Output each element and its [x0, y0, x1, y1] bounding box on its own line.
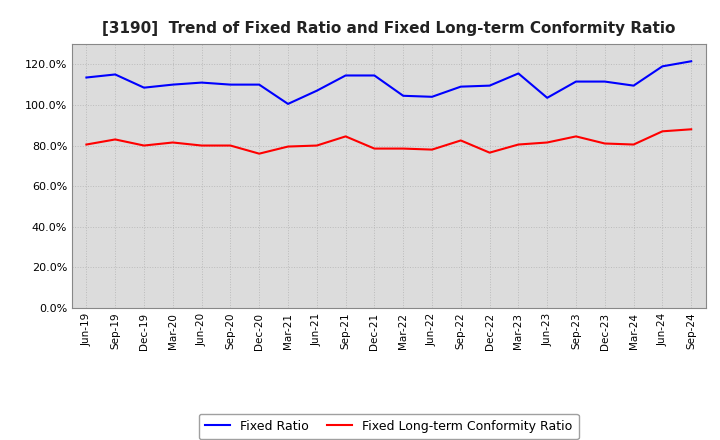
- Fixed Ratio: [543, 95, 552, 100]
- Fixed Long-term Conformity Ratio: [312, 143, 321, 148]
- Fixed Long-term Conformity Ratio: [370, 146, 379, 151]
- Fixed Long-term Conformity Ratio: [399, 146, 408, 151]
- Fixed Ratio: [312, 88, 321, 93]
- Fixed Ratio: [226, 82, 235, 87]
- Fixed Ratio: [485, 83, 494, 88]
- Fixed Ratio: [572, 79, 580, 84]
- Fixed Long-term Conformity Ratio: [428, 147, 436, 152]
- Fixed Long-term Conformity Ratio: [226, 143, 235, 148]
- Fixed Long-term Conformity Ratio: [284, 144, 292, 149]
- Fixed Ratio: [197, 80, 206, 85]
- Fixed Ratio: [82, 75, 91, 80]
- Fixed Ratio: [456, 84, 465, 89]
- Fixed Long-term Conformity Ratio: [514, 142, 523, 147]
- Fixed Long-term Conformity Ratio: [341, 134, 350, 139]
- Fixed Ratio: [687, 59, 696, 64]
- Legend: Fixed Ratio, Fixed Long-term Conformity Ratio: Fixed Ratio, Fixed Long-term Conformity …: [199, 414, 579, 439]
- Fixed Long-term Conformity Ratio: [687, 127, 696, 132]
- Fixed Ratio: [168, 82, 177, 87]
- Fixed Ratio: [140, 85, 148, 90]
- Fixed Long-term Conformity Ratio: [197, 143, 206, 148]
- Line: Fixed Ratio: Fixed Ratio: [86, 61, 691, 104]
- Fixed Ratio: [629, 83, 638, 88]
- Fixed Ratio: [600, 79, 609, 84]
- Fixed Long-term Conformity Ratio: [600, 141, 609, 146]
- Fixed Long-term Conformity Ratio: [629, 142, 638, 147]
- Fixed Long-term Conformity Ratio: [255, 151, 264, 156]
- Fixed Long-term Conformity Ratio: [658, 128, 667, 134]
- Fixed Long-term Conformity Ratio: [543, 140, 552, 145]
- Fixed Ratio: [399, 93, 408, 99]
- Fixed Long-term Conformity Ratio: [572, 134, 580, 139]
- Fixed Long-term Conformity Ratio: [140, 143, 148, 148]
- Fixed Ratio: [514, 71, 523, 76]
- Fixed Ratio: [284, 101, 292, 106]
- Fixed Long-term Conformity Ratio: [82, 142, 91, 147]
- Fixed Ratio: [370, 73, 379, 78]
- Fixed Ratio: [341, 73, 350, 78]
- Fixed Long-term Conformity Ratio: [485, 150, 494, 155]
- Fixed Ratio: [255, 82, 264, 87]
- Title: [3190]  Trend of Fixed Ratio and Fixed Long-term Conformity Ratio: [3190] Trend of Fixed Ratio and Fixed Lo…: [102, 21, 675, 36]
- Fixed Ratio: [111, 72, 120, 77]
- Fixed Ratio: [658, 64, 667, 69]
- Line: Fixed Long-term Conformity Ratio: Fixed Long-term Conformity Ratio: [86, 129, 691, 154]
- Fixed Long-term Conformity Ratio: [456, 138, 465, 143]
- Fixed Long-term Conformity Ratio: [168, 140, 177, 145]
- Fixed Long-term Conformity Ratio: [111, 137, 120, 142]
- Fixed Ratio: [428, 94, 436, 99]
